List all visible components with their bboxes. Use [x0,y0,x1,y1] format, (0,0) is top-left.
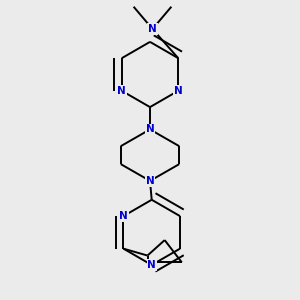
Text: N: N [146,124,154,134]
Text: N: N [174,86,183,96]
Text: N: N [117,86,126,96]
Text: N: N [146,176,154,186]
Text: N: N [148,24,157,34]
Text: N: N [119,211,128,221]
Text: N: N [147,260,156,270]
